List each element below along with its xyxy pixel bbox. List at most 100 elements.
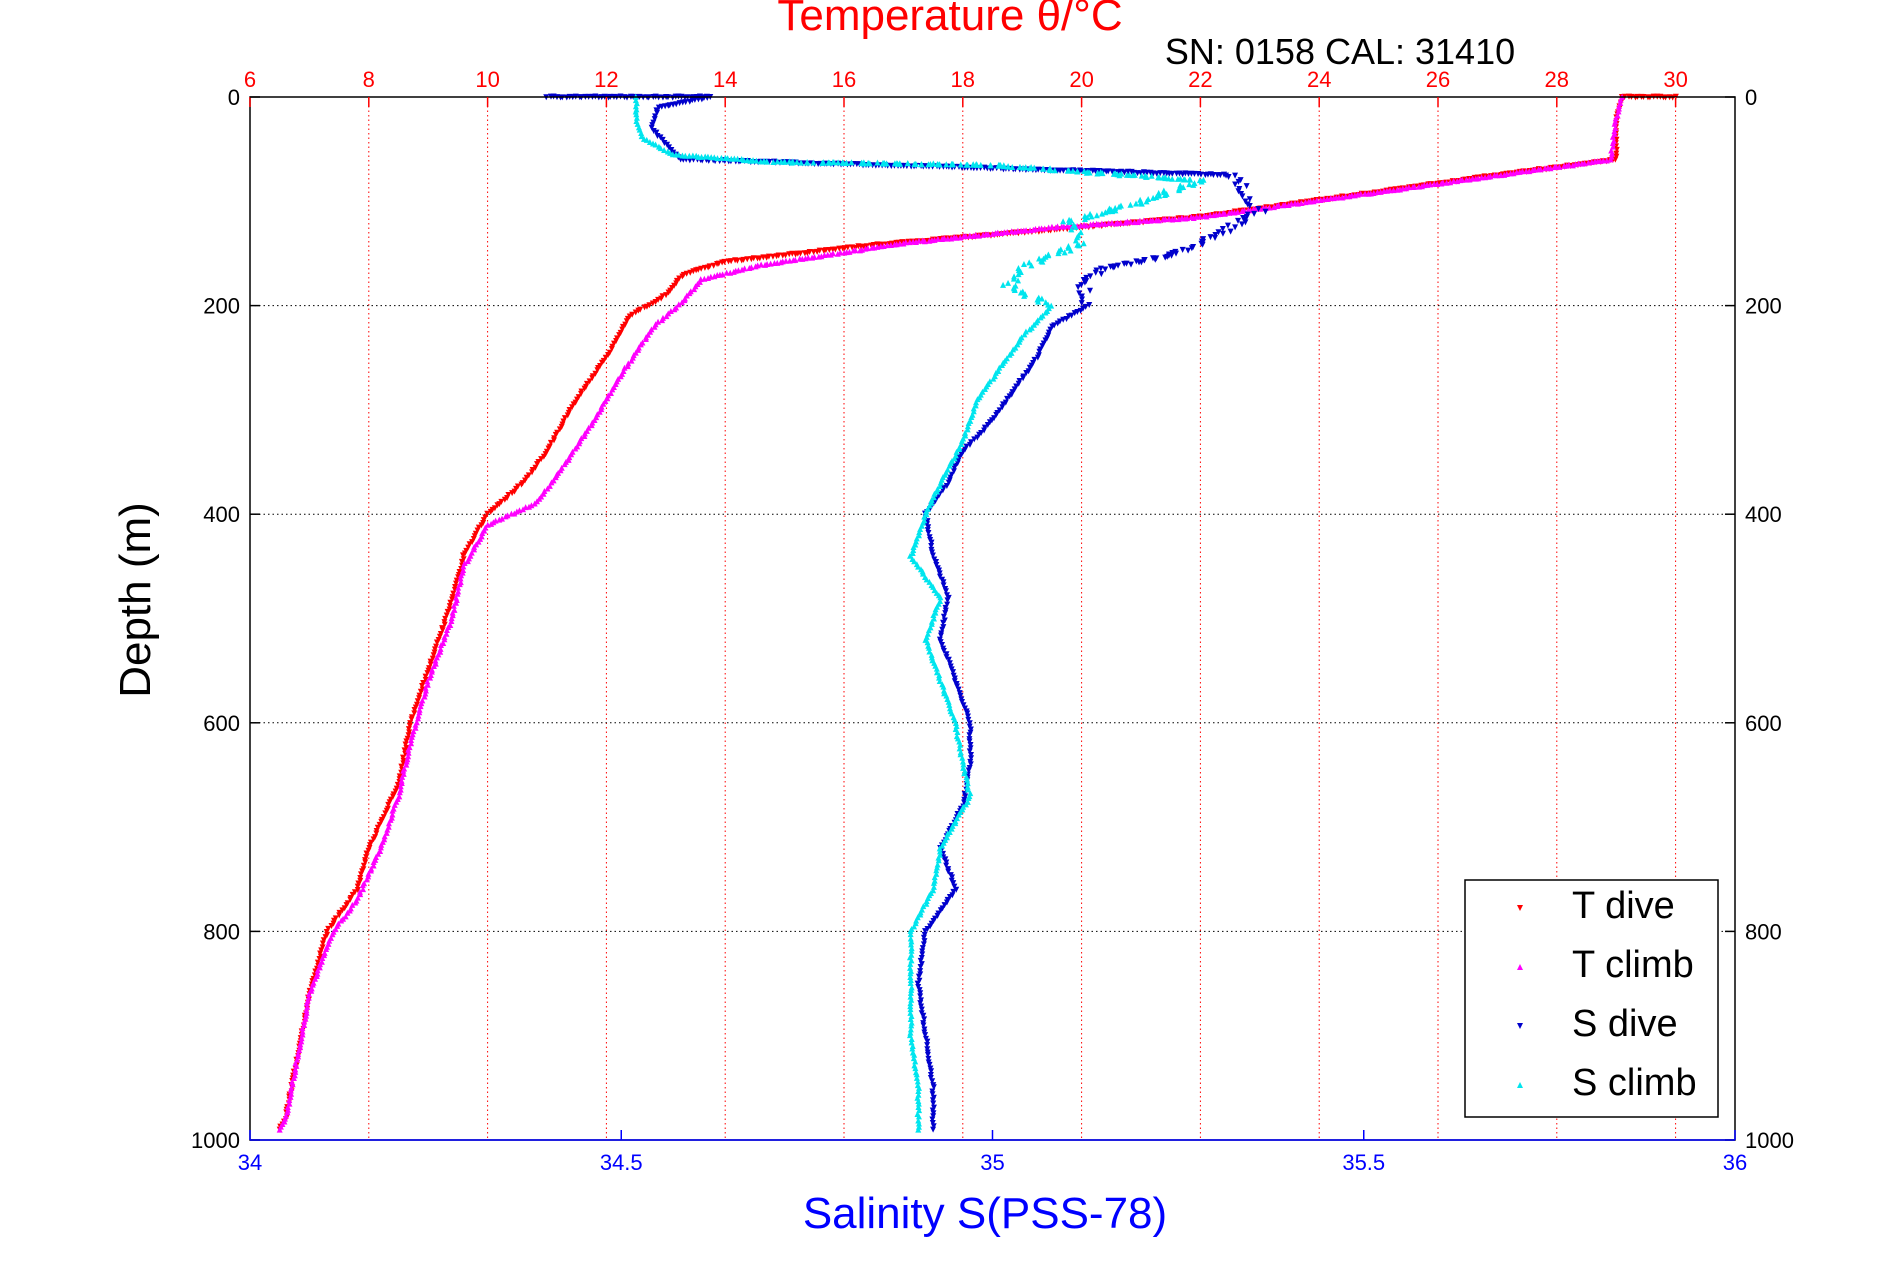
data-point (930, 1100, 937, 1107)
data-point (777, 259, 784, 266)
data-point (382, 810, 389, 817)
data-point (349, 891, 356, 898)
data-point (1031, 164, 1038, 171)
data-point (547, 439, 554, 446)
data-point (325, 925, 332, 932)
data-point (862, 245, 869, 252)
data-point (931, 874, 938, 881)
data-point (650, 128, 657, 135)
data-point (431, 646, 438, 653)
data-point (933, 562, 940, 569)
data-point (450, 590, 457, 597)
data-point (930, 160, 937, 167)
data-point (922, 928, 929, 935)
data-point (912, 160, 919, 167)
data-point (953, 448, 960, 455)
data-point (625, 360, 632, 367)
data-point (616, 332, 623, 339)
data-point (501, 496, 508, 503)
data-point (1380, 187, 1387, 194)
data-point (855, 243, 862, 250)
data-point (1298, 199, 1305, 206)
data-point (427, 661, 434, 668)
data-point (651, 116, 658, 123)
depth-tick-label-right: 1000 (1745, 1128, 1794, 1153)
data-point (1317, 196, 1324, 203)
data-point (491, 505, 498, 512)
data-point (825, 159, 832, 166)
data-point (422, 673, 429, 680)
data-point (916, 1084, 923, 1091)
data-point (441, 621, 448, 628)
data-point (319, 944, 326, 951)
data-point (819, 159, 826, 166)
data-point (771, 260, 778, 267)
data-point (632, 108, 639, 115)
data-point (907, 927, 914, 934)
data-point (389, 807, 396, 814)
data-point (474, 527, 481, 534)
data-point (936, 570, 943, 577)
data-point (415, 712, 422, 719)
data-point (502, 513, 509, 520)
data-point (929, 549, 936, 556)
data-point (377, 844, 384, 851)
data-point (711, 273, 718, 280)
data-point (401, 747, 408, 754)
data-point (918, 1006, 925, 1013)
data-point (993, 411, 1000, 418)
data-point (367, 867, 374, 874)
data-point (598, 359, 605, 366)
data-point (1178, 214, 1185, 221)
data-point (588, 422, 595, 429)
data-point (943, 482, 950, 489)
data-point (1065, 244, 1072, 251)
data-point (446, 603, 453, 610)
data-point (594, 367, 601, 374)
data-point (1215, 229, 1222, 236)
data-point (931, 490, 938, 497)
data-point (917, 990, 924, 997)
data-point (305, 990, 312, 997)
data-point (1110, 170, 1117, 177)
data-point (877, 243, 884, 250)
data-point (1093, 212, 1100, 219)
data-point (1613, 150, 1620, 157)
data-point (1092, 167, 1099, 174)
data-point (1176, 187, 1183, 194)
data-point (1246, 196, 1253, 203)
data-point (1612, 115, 1619, 122)
temperature-tick-label: 10 (475, 67, 499, 92)
data-point (374, 824, 381, 831)
data-point (317, 950, 324, 957)
data-point (829, 159, 836, 166)
data-point (730, 268, 737, 275)
data-point (484, 521, 491, 528)
data-point (915, 984, 922, 991)
data-point (1152, 256, 1159, 263)
data-point (1015, 271, 1022, 278)
data-point (679, 299, 686, 306)
data-point (964, 776, 971, 783)
data-point (1173, 250, 1180, 257)
data-point (304, 1003, 311, 1010)
data-point (770, 159, 777, 166)
data-point (920, 941, 927, 948)
series-s-dive (543, 93, 1269, 1133)
data-point (1491, 172, 1498, 179)
data-point (638, 129, 645, 136)
data-point (966, 738, 973, 745)
data-point (925, 1055, 932, 1062)
data-point (373, 830, 380, 837)
data-point (1143, 198, 1150, 205)
data-point (326, 937, 333, 944)
data-point (1225, 174, 1232, 181)
temperature-tick-label: 8 (363, 67, 375, 92)
data-point (457, 575, 464, 582)
data-point (779, 252, 786, 259)
data-point (422, 676, 429, 683)
data-point (412, 724, 419, 731)
data-point (534, 461, 541, 468)
data-point (1072, 223, 1079, 230)
